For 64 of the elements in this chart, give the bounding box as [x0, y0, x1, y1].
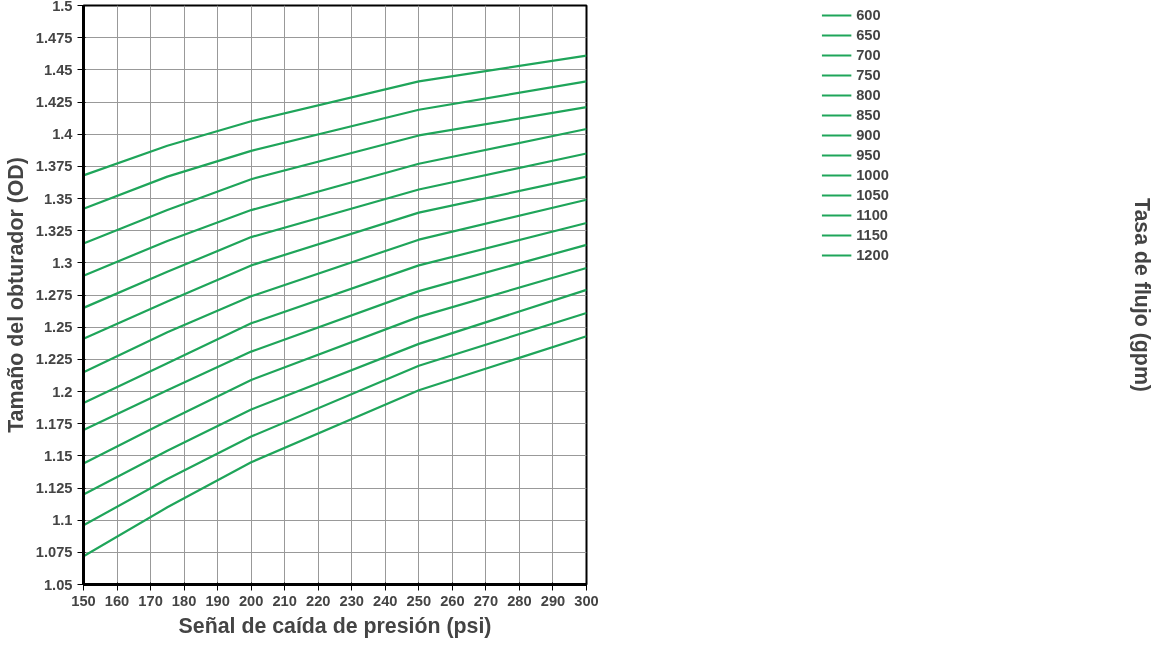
x-tick-label: 170	[138, 592, 163, 609]
x-tick-label: 200	[238, 592, 264, 609]
x-tick-label: 220	[306, 592, 331, 609]
line-series	[83, 152, 587, 309]
x-tick-label: 180	[171, 592, 197, 609]
y-tick-label: 1.1	[52, 512, 73, 529]
line-series	[83, 175, 587, 340]
x-tick-label: 290	[540, 592, 566, 609]
y-tick-label: 1.175	[35, 415, 73, 432]
y-tick-label: 1.375	[35, 158, 73, 175]
line-series	[83, 127, 587, 277]
y-tick-label: 1.35	[43, 190, 73, 207]
y-tick-label: 1.225	[35, 351, 73, 368]
x-tick-label: 160	[104, 592, 130, 609]
line-series	[83, 266, 587, 465]
line-series	[83, 243, 587, 432]
legend-label: 1150	[856, 227, 888, 243]
legend-label: 900	[856, 127, 881, 143]
y-tick-label: 1.125	[35, 480, 73, 496]
line-series	[83, 288, 587, 496]
line-series	[83, 54, 587, 177]
y-tick-label: 1.425	[35, 94, 73, 110]
legend-label: 700	[856, 47, 881, 63]
legend-label: 1200	[856, 247, 889, 263]
legend-title: Tasa de flujo (gpm)	[1129, 198, 1154, 392]
y-tick-label: 1.15	[43, 447, 73, 464]
y-tick-label: 1.25	[43, 319, 73, 336]
y-tick-label: 1.075	[35, 544, 73, 561]
legend-label: 850	[856, 107, 881, 123]
x-tick-label: 240	[373, 592, 398, 609]
legend-label: 1050	[856, 187, 889, 203]
x-tick-label: 270	[473, 592, 499, 609]
x-tick-label: 250	[406, 592, 432, 609]
legend-label: 1000	[856, 167, 889, 183]
x-tick-label: 280	[507, 592, 532, 609]
line-series	[83, 311, 587, 527]
y-tick-label: 1.45	[43, 61, 73, 78]
line-series	[83, 80, 587, 210]
x-tick-label: 190	[205, 592, 230, 609]
x-axis-title: Señal de caída de presión (psi)	[178, 613, 492, 638]
legend-label: 800	[856, 87, 881, 103]
y-tick-label: 1.275	[35, 287, 73, 303]
y-tick-label: 1.05	[43, 576, 73, 593]
legend-label: 750	[856, 67, 881, 83]
legend-label: 950	[856, 147, 881, 163]
legend-label: 1100	[856, 207, 888, 223]
line-series	[83, 335, 587, 558]
y-tick-label: 1.475	[35, 29, 73, 46]
line-series	[83, 106, 587, 245]
y-tick-label: 1.5	[52, 0, 73, 14]
x-tick-label: 210	[272, 592, 297, 609]
legend-label: 650	[856, 27, 881, 43]
x-tick-label: 230	[339, 592, 365, 609]
x-tick-label: 150	[71, 592, 96, 609]
line-series	[83, 198, 587, 374]
legend-label: 600	[856, 7, 881, 23]
x-tick-label: 260	[440, 592, 465, 609]
y-tick-label: 1.2	[52, 383, 73, 400]
line-series	[83, 221, 587, 405]
y-axis-title: Tamaño del obturador (OD)	[3, 157, 28, 433]
y-tick-label: 1.3	[52, 254, 73, 271]
y-tick-label: 1.325	[35, 222, 73, 239]
x-tick-label: 300	[574, 592, 599, 609]
y-tick-label: 1.4	[52, 126, 74, 143]
